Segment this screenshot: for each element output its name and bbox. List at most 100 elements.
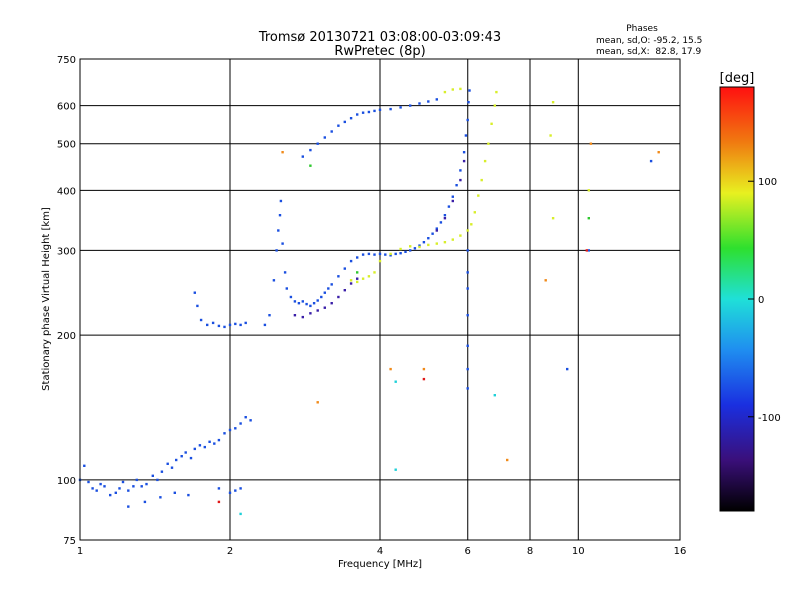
grid-lines — [80, 59, 680, 540]
colorbar-tick-label: -100 — [758, 413, 781, 424]
data-point — [477, 194, 480, 197]
data-point — [349, 282, 353, 285]
data-point — [466, 229, 469, 232]
data-point — [278, 214, 282, 217]
x-tick-label: 16 — [674, 546, 687, 557]
data-point — [135, 478, 138, 482]
data-point — [189, 456, 193, 460]
data-point — [493, 394, 496, 397]
data-point — [239, 323, 242, 327]
data-point — [316, 299, 319, 302]
data-point — [427, 237, 430, 240]
y-tick-label: 600 — [57, 102, 76, 113]
x-tick-label: 2 — [227, 546, 233, 557]
data-point — [399, 247, 402, 251]
data-point — [349, 259, 353, 263]
data-point — [316, 309, 319, 312]
data-point — [462, 159, 466, 163]
data-point — [356, 113, 359, 116]
data-point — [443, 241, 447, 244]
data-point — [203, 445, 206, 449]
data-point — [459, 169, 462, 172]
data-point — [143, 500, 147, 504]
chart-title: Tromsø 20130721 03:08:00-03:09:43 — [258, 30, 501, 45]
data-point — [99, 482, 102, 486]
data-point — [422, 241, 426, 244]
data-point — [239, 487, 242, 490]
y-axis-ticks: 75 100 200 300 400 500 600 750 — [57, 55, 76, 547]
data-point — [228, 323, 232, 327]
data-point — [198, 444, 202, 447]
data-point — [473, 211, 476, 214]
y-tick-label: 400 — [57, 186, 76, 197]
data-point — [657, 151, 660, 154]
data-point — [118, 487, 121, 490]
data-point — [234, 427, 237, 430]
data-point — [394, 252, 397, 256]
y-tick-label: 100 — [57, 476, 76, 487]
data-point — [373, 253, 376, 256]
data-point — [193, 447, 196, 451]
data-point — [587, 249, 590, 252]
data-point — [327, 287, 330, 290]
data-point — [293, 314, 297, 317]
data-point — [587, 189, 590, 192]
data-points — [78, 87, 660, 516]
data-point — [114, 491, 117, 494]
data-point — [289, 295, 293, 299]
data-point — [551, 101, 555, 104]
data-point — [443, 90, 447, 94]
data-point — [337, 295, 340, 299]
data-point — [506, 458, 509, 462]
x-axis-label: Frequency [MHz] — [338, 559, 422, 570]
data-point — [132, 485, 135, 488]
data-point — [409, 249, 412, 252]
data-point — [283, 271, 287, 274]
data-point — [337, 124, 340, 127]
x-axis-ticks: 1 2 4 6 8 10 16 — [77, 546, 687, 557]
data-point — [297, 302, 301, 305]
data-point — [228, 491, 232, 494]
data-point — [337, 275, 340, 278]
y-tick-label: 750 — [57, 55, 76, 66]
data-point — [435, 229, 438, 232]
data-point — [312, 302, 316, 305]
data-point — [244, 321, 247, 325]
plot-frame — [79, 58, 681, 541]
data-point — [234, 489, 237, 492]
data-point — [330, 130, 333, 133]
data-point — [180, 455, 183, 458]
data-point — [239, 422, 242, 425]
data-point — [285, 287, 288, 290]
x-tick-label: 1 — [77, 546, 83, 557]
data-point — [309, 304, 312, 308]
data-point — [281, 242, 284, 245]
data-point — [587, 217, 590, 220]
data-point — [466, 344, 469, 347]
data-point — [173, 491, 176, 494]
data-point — [459, 178, 462, 182]
data-point — [378, 108, 382, 111]
data-point — [323, 291, 326, 294]
data-point — [175, 458, 178, 462]
data-point — [466, 314, 469, 317]
data-point — [166, 462, 169, 465]
data-point — [356, 280, 359, 284]
data-point — [431, 232, 434, 235]
data-point — [193, 291, 196, 294]
data-point — [121, 480, 125, 484]
y-tick-label: 200 — [57, 331, 76, 342]
data-point — [462, 151, 466, 154]
data-point — [589, 142, 593, 145]
data-point — [378, 259, 382, 263]
data-point — [323, 136, 326, 139]
chart-subtitle: RwPretec (8p) — [334, 44, 425, 59]
y-tick-label: 300 — [57, 246, 76, 257]
data-point — [451, 195, 454, 198]
data-point — [343, 267, 346, 270]
data-point — [208, 440, 211, 443]
data-point — [127, 489, 130, 492]
data-point — [91, 487, 94, 490]
data-point — [466, 118, 469, 122]
